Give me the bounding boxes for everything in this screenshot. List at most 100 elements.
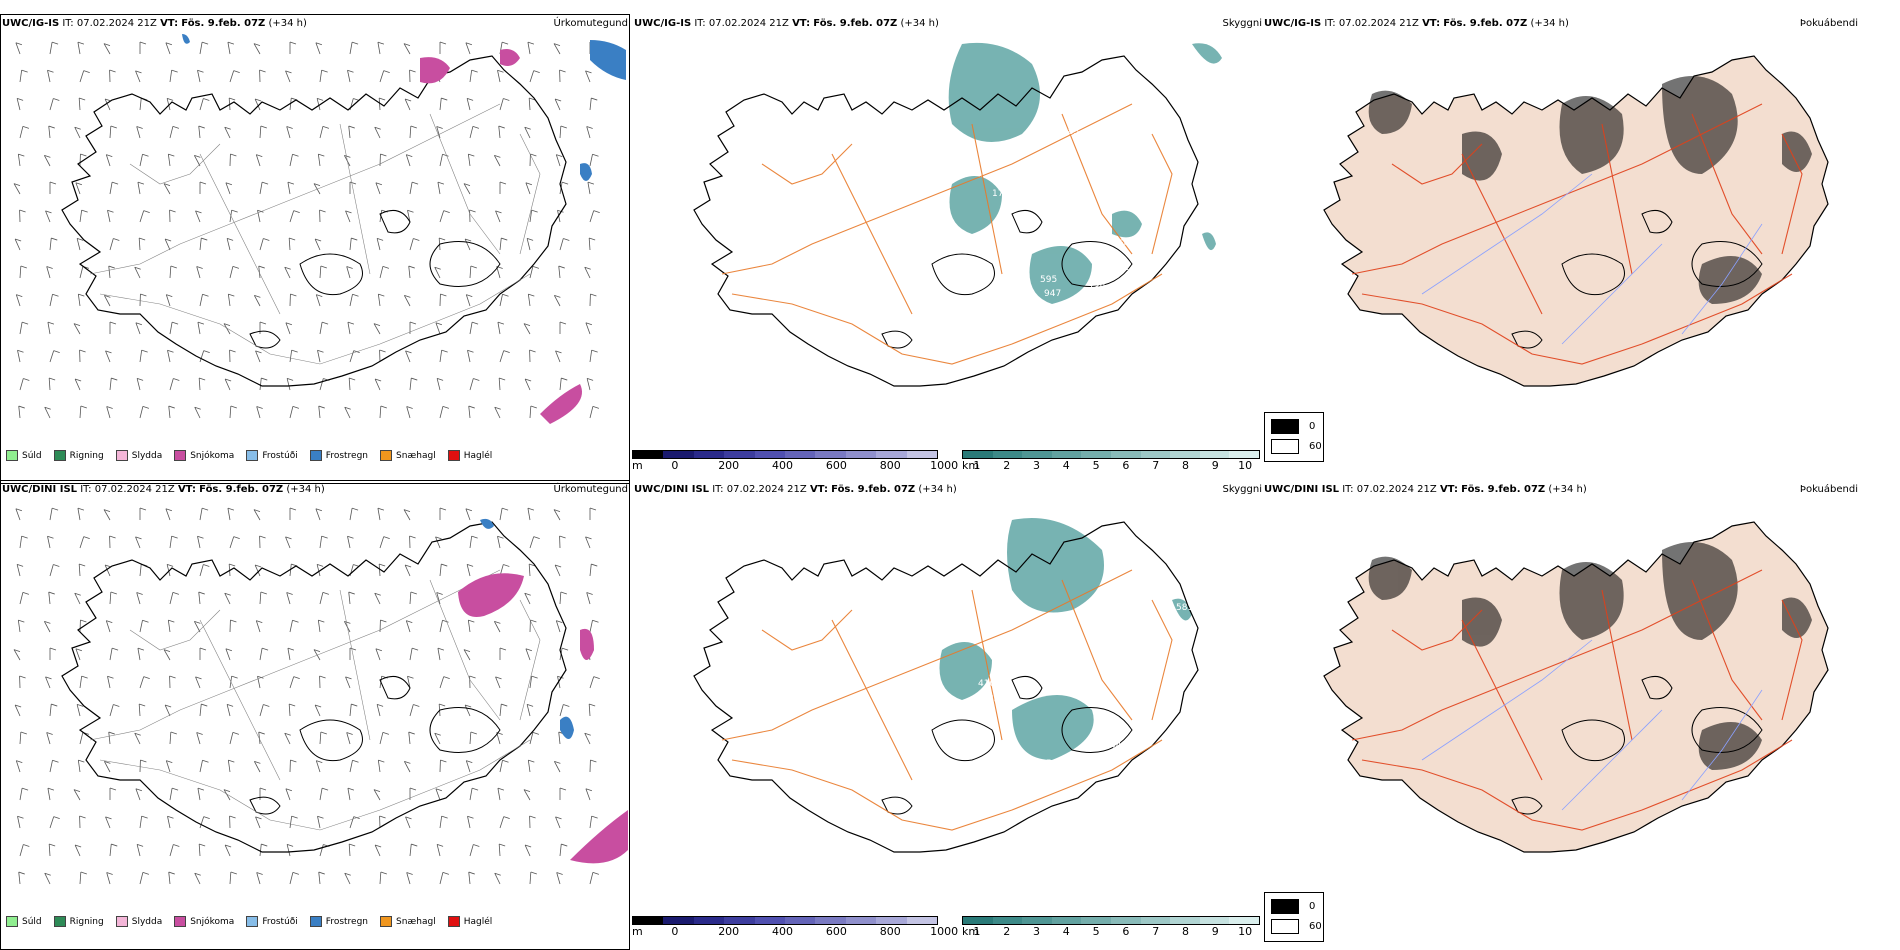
freezing-rain-area (580, 163, 592, 181)
colorbar-ticks: m 0 200 400 600 800 1000 (632, 459, 958, 472)
precip-legend-item: Súld (6, 450, 42, 461)
it-label: IT: (1324, 18, 1336, 29)
road-network (89, 569, 541, 831)
model-name: UWC/DINI ISL (2, 484, 78, 495)
panel-header: UWC/DINI ISL IT: 07.02.2024 21Z VT: Fös.… (634, 484, 957, 495)
precip-legend: Súld Rigning Slydda Snjókoma Frostúði Frostre… (6, 450, 492, 461)
snow-area (580, 628, 594, 660)
fog-area (1662, 76, 1738, 174)
colorbar-segment (663, 451, 694, 458)
fog-area (1662, 542, 1738, 640)
legend-swatch (174, 916, 187, 927)
model-name: UWC/IG-IS (634, 18, 692, 29)
colorbar-tick-label: 7 (1152, 459, 1160, 472)
colorbar-segment (1022, 451, 1052, 458)
colorbar-segment (876, 917, 907, 924)
it-value: 07.02.2024 21Z (94, 484, 175, 495)
colorbar-tick-label: 1000 (930, 925, 959, 938)
low-visibility-area (1012, 695, 1094, 760)
precip-map[interactable] (0, 14, 630, 484)
fog-legend-item: 60 (1271, 919, 1322, 934)
colorbar-strip (632, 450, 938, 459)
precip-legend-item: Slydda (115, 916, 162, 927)
road-network (89, 103, 541, 365)
it-value: 07.02.2024 21Z (1338, 18, 1419, 29)
freezing-rain-area (480, 518, 494, 529)
legend-label: Rigning (69, 450, 104, 461)
panel-title: Þokuábendi (1799, 484, 1858, 495)
colorbar-segment (963, 917, 993, 924)
legend-swatch (1271, 419, 1299, 434)
colorbar-segment (992, 917, 1023, 924)
legend-swatch (115, 916, 128, 927)
lead-time: (+34 h) (286, 484, 325, 495)
colorbar-tick-label: 2 (1003, 459, 1011, 472)
panel-header: UWC/IG-IS IT: 07.02.2024 21Z VT: Fös. 9.… (1264, 18, 1569, 29)
road-network (721, 569, 1173, 831)
colorbar-tick-label: 800 (879, 925, 901, 938)
it-label: IT: (712, 484, 724, 495)
low-visibility-area (1112, 210, 1142, 238)
fog-area (1782, 131, 1812, 172)
colorbar-tick-label: 800 (879, 459, 901, 472)
colorbar-segment (1081, 451, 1111, 458)
colorbar-segment (1110, 451, 1141, 458)
legend-swatch (309, 916, 322, 927)
panel-header: UWC/DINI ISL IT: 07.02.2024 21Z VT: Fös.… (1264, 484, 1587, 495)
colorbar-tick-label: 10 (1238, 925, 1253, 938)
rivers (1421, 173, 1763, 345)
fog-area (1368, 90, 1412, 134)
colorbar-segment (815, 451, 846, 458)
legend-label: 0 (1309, 901, 1316, 912)
low-visibility-area (1192, 43, 1222, 64)
colorbar-tick-label: 8 (1182, 459, 1189, 472)
colorbar-strip (962, 450, 1260, 459)
iceland-outline (693, 55, 1199, 387)
legend-swatch (246, 450, 259, 461)
fog-map[interactable] (1262, 480, 1900, 950)
colorbar-segment (963, 451, 993, 458)
colorbar-segment (1051, 917, 1082, 924)
colorbar-ticks: km 1 2 3 4 5 6 7 8 9 10 (962, 459, 1260, 472)
vt-label: VT: (1422, 18, 1441, 29)
low-visibility-area (1007, 518, 1104, 613)
colorbar-segment (906, 451, 938, 458)
colorbar-strip (962, 916, 1260, 925)
colorbar-tick-label: 4 (1062, 459, 1070, 472)
legend-label: Snjókoma (190, 916, 235, 927)
legend-label: Haglél (463, 450, 493, 461)
vt-label: VT: (177, 484, 196, 495)
vt-label: VT: (809, 484, 828, 495)
colorbar-tick-label: 1000 (930, 459, 959, 472)
height-colorbar: m 0 200 400 600 800 1000 (632, 450, 958, 472)
visibility-value: 283 (1062, 127, 1079, 137)
legend-swatch (380, 450, 393, 461)
colorbar-segment (693, 917, 725, 924)
colorbar-tick-label: 4 (1062, 925, 1070, 938)
model-row-1: UWC/IG-IS IT: 07.02.2024 21Z VT: Fös. 9.… (0, 14, 1900, 484)
colorbar-tick-label: 5 (1092, 459, 1100, 472)
it-label: IT: (1342, 484, 1354, 495)
precip-map[interactable] (0, 480, 630, 950)
vt-value: Fös. 9.feb. 07Z (199, 484, 284, 495)
fog-map[interactable] (1262, 14, 1900, 484)
colorbar-segment (876, 451, 907, 458)
snow-area (570, 810, 628, 864)
colorbar-tick-label: 8 (1182, 925, 1189, 938)
colorbar-tick-label: 5 (1092, 925, 1100, 938)
precip-legend-item: Snæhagl (380, 450, 436, 461)
panel-header: UWC/DINI ISL IT: 07.02.2024 21Z VT: Fös.… (2, 484, 325, 495)
legend-swatch (53, 916, 66, 927)
colorbar-segment (1229, 451, 1259, 458)
visibility-value: 581 (1176, 603, 1193, 613)
precip-legend-item: Rigning (53, 916, 104, 927)
panel-title: Skyggni (1222, 18, 1262, 29)
it-value: 07.02.2024 21Z (76, 18, 157, 29)
vt-value: Fös. 9.feb. 07Z (181, 18, 266, 29)
legend-swatch (309, 450, 322, 461)
vt-value: Fös. 9.feb. 07Z (813, 18, 898, 29)
visibility-labels: 283 170 277 595 947 738 531 64 400 (958, 127, 1161, 299)
road-network (1351, 569, 1803, 831)
